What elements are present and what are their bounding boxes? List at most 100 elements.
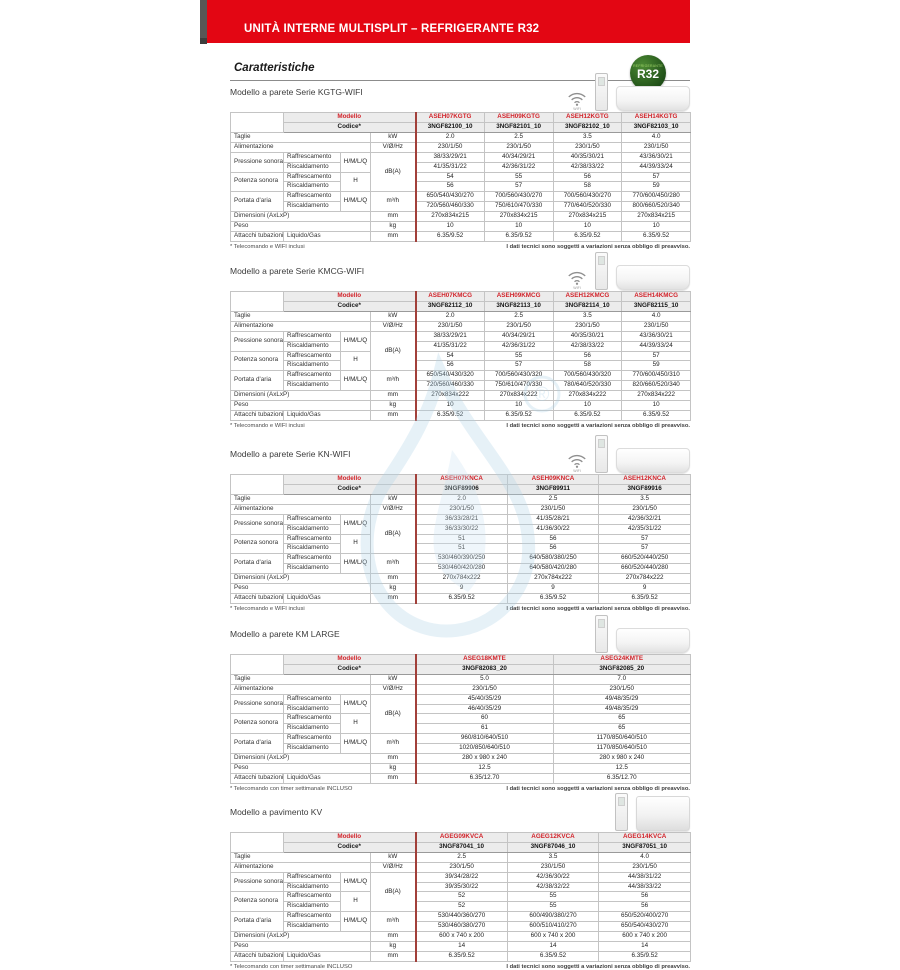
corner-cell	[230, 831, 284, 853]
footnote-right: I dati tecnici sono soggetti a variazion…	[506, 422, 690, 429]
section-header: Modello a parete Serie KGTG-WIFI WIFI	[230, 73, 690, 112]
sub-label-liquido-gas: Liquido/Gas	[283, 231, 371, 242]
sub-label-raffrescamento: Raffrescamento	[283, 871, 341, 883]
value-cell: 600 x 740 x 200	[598, 931, 691, 943]
product-code: 3NGF82113_10	[483, 300, 554, 312]
value-cell: 600 x 740 x 200	[506, 931, 600, 943]
unit-cell: mm	[370, 211, 416, 223]
sub-label-raffrescamento: Raffrescamento	[283, 191, 341, 203]
row-label-attacchi: Attacchi tubazioni	[230, 231, 284, 242]
footnote-right: I dati tecnici sono soggetti a variazion…	[506, 605, 690, 612]
value-cell: 52	[414, 901, 508, 913]
value-cell: 12.5	[552, 763, 691, 775]
value-cell: 6.35/9.52	[552, 231, 623, 242]
value-cell: 6.35/9.52	[506, 593, 600, 604]
codice-header: Codice*	[283, 483, 416, 495]
row-label-portata-aria: Portata d'aria	[230, 553, 284, 575]
value-cell: 750/610/470/330	[483, 380, 554, 392]
value-cell: 56	[414, 360, 485, 372]
row-label-attacchi: Attacchi tubazioni	[230, 951, 284, 962]
footnote-left: * Telecomando con timer settimanale INCL…	[230, 785, 353, 792]
value-cell: 270x834x215	[552, 211, 623, 223]
value-cell: 52	[414, 891, 508, 903]
row-label-pressione-sonora: Pressione sonora	[230, 693, 284, 715]
value-cell: 4.0	[621, 131, 691, 143]
value-cell: 270x834x222	[483, 390, 554, 402]
value-cell: 58	[552, 181, 623, 193]
value-cell: 39/34/28/22	[414, 871, 508, 883]
value-cell: 54	[414, 350, 485, 362]
catalog-page: { "banner": { "title": "UNITÀ INTERNE MU…	[200, 0, 691, 970]
value-cell: 42/35/31/22	[598, 523, 691, 535]
value-cell: 38/33/29/21	[414, 330, 485, 342]
remote-control-image	[595, 434, 608, 473]
modello-header: Modello	[283, 473, 416, 485]
value-cell: 2.0	[414, 493, 508, 505]
value-cell: 720/560/460/330	[414, 380, 485, 392]
spec-table: Modello ASEG18KMTE ASEG24KMTE Codice* 3NGF82…	[230, 653, 691, 784]
codice-header: Codice*	[283, 300, 416, 312]
value-cell: 270x834x215	[483, 211, 554, 223]
value-cell: 6.35/9.52	[598, 593, 691, 604]
sub-label-riscaldamento: Riscaldamento	[283, 181, 341, 193]
value-cell: 55	[506, 891, 600, 903]
sub-label-riscaldamento: Riscaldamento	[283, 201, 341, 213]
row-label-attacchi: Attacchi tubazioni	[230, 593, 284, 604]
r32-badge: REFRIGERANTE R32	[630, 55, 666, 91]
unit-cell: m³/h	[370, 191, 416, 213]
value-cell: 44/38/31/22	[598, 871, 691, 883]
value-cell: 10	[483, 221, 554, 233]
value-cell: 10	[552, 221, 623, 233]
row-label-alimentazione: Alimentazione	[230, 503, 371, 515]
unit-cell: V/Ø/Hz	[370, 861, 416, 873]
section-header: Modello a parete KM LARGE	[230, 614, 690, 654]
row-label-portata-aria: Portata d'aria	[230, 733, 284, 755]
mode-cell: H/M/L/Q	[340, 191, 371, 213]
row-label-peso: Peso	[230, 941, 371, 952]
codice-header: Codice*	[283, 841, 416, 853]
value-cell: 270x834x222	[552, 390, 623, 402]
value-cell: 2.5	[483, 131, 554, 143]
value-cell: 55	[483, 350, 554, 362]
value-cell: 530/460/380/270	[414, 921, 508, 933]
sub-label-riscaldamento: Riscaldamento	[283, 360, 341, 372]
value-cell: 7.0	[552, 673, 691, 685]
value-cell: 40/35/30/21	[552, 151, 623, 163]
modello-header: Modello	[283, 290, 416, 302]
table-footnotes: * Telecomando con timer settimanale INCL…	[230, 964, 690, 970]
sub-label-raffrescamento: Raffrescamento	[283, 171, 341, 183]
sub-label-raffrescamento: Raffrescamento	[283, 911, 341, 923]
unit-cell: mm	[370, 573, 416, 585]
value-cell: 54	[414, 171, 485, 183]
value-cell: 650/540/430/270	[598, 921, 691, 933]
value-cell: 6.35/9.52	[414, 231, 485, 242]
model-name: ASEH14KMCG	[621, 290, 691, 302]
unit-cell: mm	[370, 753, 416, 765]
section-title: Modello a parete Serie KMCG-WIFI	[230, 265, 365, 276]
sub-label-raffrescamento: Raffrescamento	[283, 151, 341, 163]
unit-cell: dB(A)	[370, 693, 416, 735]
model-name: ASEH12KNCA	[598, 473, 691, 485]
wall-unit-image	[616, 627, 690, 653]
section-km-large: Modello a parete KM LARGE Modello ASEG18K…	[230, 614, 691, 792]
section-title: Modello a parete KM LARGE	[230, 628, 340, 639]
value-cell: 230/1/50	[414, 503, 508, 515]
value-cell: 40/34/29/21	[483, 330, 554, 342]
section-icons: WIFI	[567, 73, 690, 111]
value-cell: 600 x 740 x 200	[414, 931, 508, 943]
r32-badge-small-text: REFRIGERANTE	[633, 63, 663, 68]
value-cell: 9	[598, 583, 691, 595]
sub-label-raffrescamento: Raffrescamento	[283, 713, 341, 725]
value-cell: 49/48/35/29	[552, 703, 691, 715]
value-cell: 600/510/410/270	[506, 921, 600, 933]
codice-header: Codice*	[283, 663, 416, 675]
sub-label-raffrescamento: Raffrescamento	[283, 513, 341, 525]
value-cell: 270x834x215	[621, 211, 691, 223]
value-cell: 3.5	[598, 493, 691, 505]
row-label-dimensioni: Dimensioni (AxLxP)	[230, 390, 371, 402]
value-cell: 2.5	[506, 493, 600, 505]
unit-cell: m³/h	[370, 911, 416, 933]
model-name: ASEH14KGTG	[621, 112, 691, 123]
row-label-dimensioni: Dimensioni (AxLxP)	[230, 753, 371, 765]
table-footnotes: * Telecomando e WIFI inclusi I dati tecn…	[230, 606, 690, 612]
